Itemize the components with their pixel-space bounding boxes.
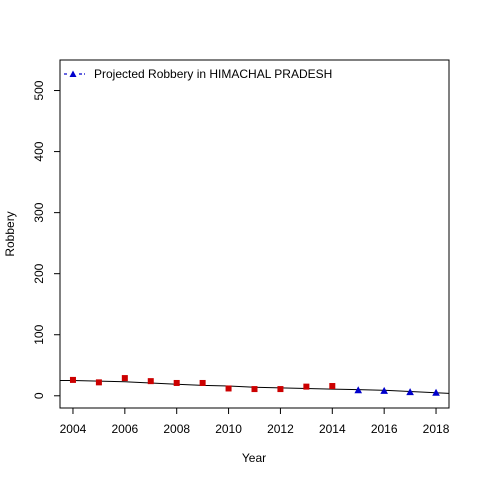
x-tick-label: 2006 [111, 422, 138, 436]
observed-point [147, 378, 154, 385]
projected-point [354, 386, 363, 394]
observed-point [69, 376, 76, 383]
observed-point [199, 379, 206, 386]
projected-point [406, 388, 414, 396]
projected-point [380, 386, 388, 394]
observed-point [225, 385, 232, 392]
projected-point [432, 388, 440, 396]
x-tick-label: 2008 [163, 422, 190, 436]
plot-area-frame [59, 59, 450, 409]
x-tick-label: 2016 [371, 422, 398, 436]
y-tick-label: 500 [32, 80, 46, 100]
data-points-layer [69, 375, 440, 396]
y-axis: 0 100 200 300 400 500 [32, 80, 60, 399]
y-tick-label: 300 [32, 202, 46, 222]
x-tick-label: 2012 [267, 422, 294, 436]
y-tick-label: 0 [32, 392, 46, 399]
x-tick-label: 2010 [215, 422, 242, 436]
y-axis-title: Robbery [3, 211, 17, 256]
observed-point [329, 383, 336, 390]
y-tick-label: 200 [32, 263, 46, 283]
x-tick-label: 2004 [60, 422, 87, 436]
x-tick-label: 2014 [319, 422, 346, 436]
x-axis-title: Year [242, 451, 266, 465]
x-tick-label: 2018 [423, 422, 450, 436]
observed-point [95, 379, 102, 386]
y-tick-label: 400 [32, 141, 46, 161]
observed-point [121, 375, 128, 382]
y-tick-label: 100 [32, 324, 46, 344]
x-axis: 2004 2006 2008 2010 2012 2014 2016 2018 [60, 408, 450, 436]
legend-entry-label: Projected Robbery in HIMACHAL PRADESH [94, 67, 332, 81]
observed-point [303, 383, 310, 390]
legend-triangle-icon [69, 70, 77, 77]
observed-point [251, 386, 258, 393]
observed-point [277, 386, 284, 393]
legend: Projected Robbery in HIMACHAL PRADESH [64, 67, 332, 81]
observed-point [173, 379, 180, 386]
